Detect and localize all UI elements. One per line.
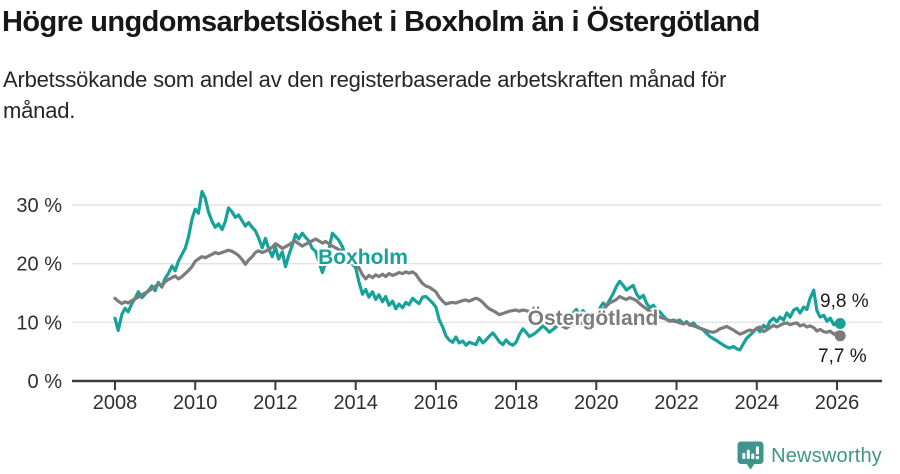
x-tick-label: 2008: [93, 392, 138, 414]
ostergotland-line: [113, 237, 842, 338]
ostergotland-end-value-label: 7,7 %: [818, 346, 867, 367]
boxholm-line: [113, 189, 842, 352]
x-tick-label: 2026: [815, 392, 860, 414]
x-tick-label: 2010: [173, 392, 218, 414]
x-tick-label: 2020: [574, 392, 619, 414]
y-tick-label: 20 %: [16, 254, 62, 276]
newsworthy-logo-text: Newsworthy: [771, 444, 882, 467]
newsworthy-logo-icon: [737, 441, 764, 470]
boxholm-end-dot: [834, 318, 846, 329]
chart-subtitle: Arbetssökande som andel av den registerb…: [3, 64, 863, 126]
x-tick-label: 2022: [654, 392, 699, 414]
y-tick-label: 0 %: [28, 371, 63, 393]
x-tick-label: 2024: [735, 392, 780, 414]
boxholm-label: Boxholm: [318, 246, 408, 269]
x-tick-label: 2018: [494, 392, 539, 414]
ostergotland-end-dot: [834, 330, 846, 342]
page-title: Högre ungdomsarbetslöshet i Boxholm än i…: [2, 6, 760, 38]
x-tick-label: 2016: [414, 392, 459, 414]
subtitle-line-2: månad.: [3, 98, 76, 123]
newsworthy-logo[interactable]: Newsworthy: [737, 441, 882, 471]
y-tick-label: 30 %: [16, 195, 62, 217]
x-tick-label: 2014: [333, 392, 378, 414]
y-tick-label: 10 %: [16, 312, 62, 334]
ostergotland-label: Östergötland: [528, 307, 659, 330]
x-tick-label: 2012: [253, 392, 298, 414]
subtitle-line-1: Arbetssökande som andel av den registerb…: [3, 67, 727, 92]
boxholm-end-value-label: 9,8 %: [820, 291, 869, 312]
